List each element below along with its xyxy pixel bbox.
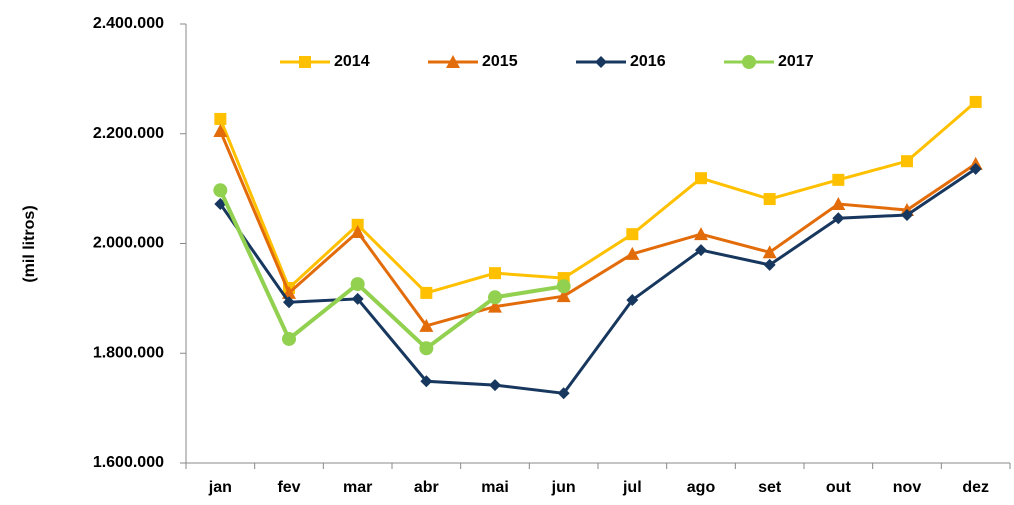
point [213,183,228,198]
y-tick-label: 2.400.000 [93,15,164,32]
point [489,379,501,392]
x-tick-label: mar [343,479,372,496]
point [763,193,776,206]
point [419,318,434,332]
point [351,292,364,305]
point [556,279,571,294]
y-tick-label: 2.000.000 [93,235,164,252]
x-tick-label: jun [551,479,576,496]
point [488,299,502,313]
point [831,196,846,210]
x-tick-label: jan [208,479,232,496]
point [420,286,433,299]
point [488,290,502,305]
point [762,245,777,259]
x-tick-label: ago [687,479,716,496]
point [626,294,639,307]
point [695,244,707,257]
point [420,375,433,388]
point [419,341,434,356]
x-tick-label: fev [277,479,300,496]
point [489,267,501,280]
series-line [218,130,977,328]
legend-label: 2017 [778,53,814,70]
point [214,112,227,125]
point [557,387,570,400]
point [625,246,640,260]
y-tick-label: 1.600.000 [93,454,164,471]
point [832,212,845,225]
point [695,172,707,185]
y-tick-label: 1.800.000 [93,344,164,361]
x-tick-label: abr [414,479,439,496]
x-tick-label: set [758,479,782,496]
legend-label: 2016 [630,53,666,70]
point [556,289,571,303]
point [626,228,639,241]
x-tick-label: dez [962,479,989,496]
x-tick-label: out [826,479,852,496]
y-axis-label: (mil litros) [21,205,38,282]
point [832,173,845,186]
point [282,331,296,346]
point [901,208,913,221]
legend-marker [742,55,756,69]
series-line [218,100,977,295]
point [213,124,228,138]
series-line [218,189,564,351]
legend-label: 2015 [482,53,518,70]
point [969,95,982,108]
point [694,227,708,241]
point [969,162,982,175]
point [901,155,913,168]
point [351,218,364,231]
series-line [219,167,977,395]
y-tick-label: 2.200.000 [93,125,164,142]
point [763,258,776,271]
x-tick-label: mai [481,479,509,496]
point [283,296,295,309]
legend-marker [446,55,460,68]
point [350,224,365,238]
legend-marker [299,56,311,68]
legend-label: 2014 [334,53,370,70]
point [350,277,365,292]
legend-marker [595,56,607,68]
x-tick-label: nov [893,479,922,496]
x-tick-label: jul [622,479,642,496]
